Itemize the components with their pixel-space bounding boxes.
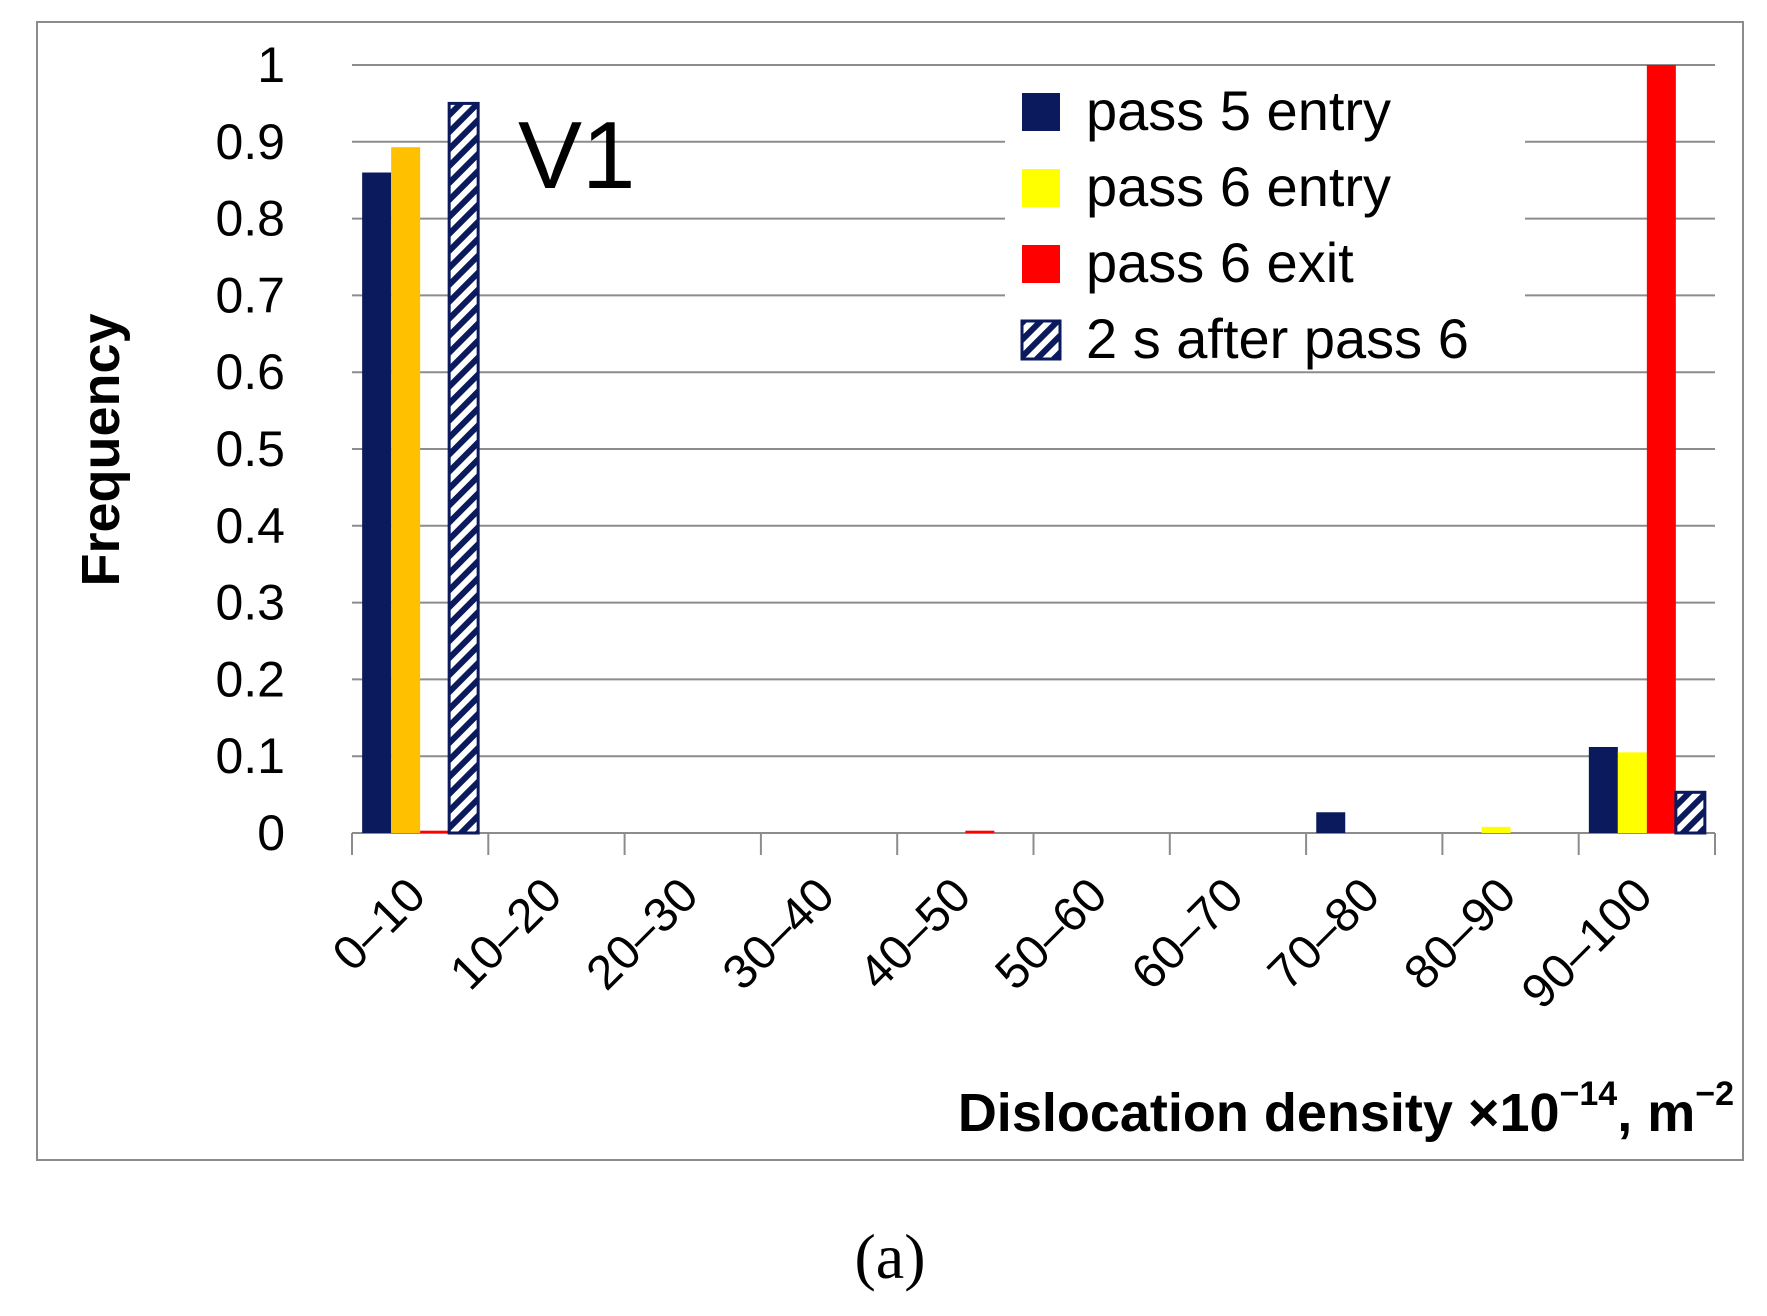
bar	[1481, 826, 1511, 833]
x-tick-label: 40–50	[849, 868, 981, 1000]
legend-swatch	[1022, 245, 1060, 283]
legend: pass 5 entry pass 6 entry pass 6 exit 2 s a…	[1005, 70, 1525, 370]
x-tick-label: 70–80	[1258, 868, 1390, 1000]
legend-swatch	[1020, 319, 1062, 361]
x-axis-title-main: Dislocation density ×10	[958, 1083, 1560, 1143]
x-tick-label: 30–40	[713, 868, 845, 1000]
y-tick-label: 1	[257, 37, 285, 93]
x-tick-label: 20–30	[577, 868, 709, 1000]
x-tick-label: 80–90	[1394, 868, 1526, 1000]
bar	[1316, 812, 1346, 833]
legend-label: 2 s after pass 6	[1086, 307, 1469, 370]
x-axis-title-exponent: −14	[1560, 1075, 1618, 1113]
y-tick-label: 0.6	[215, 344, 285, 400]
y-tick-label: 0.2	[215, 651, 285, 707]
x-axis-title: Dislocation density ×10−14, m−2	[958, 1075, 1734, 1143]
bar	[1588, 746, 1618, 833]
legend-background	[1005, 70, 1525, 370]
legend-swatch	[1022, 93, 1060, 131]
x-axis-title-unit: , m	[1617, 1083, 1695, 1143]
chart-annotation: V1	[518, 102, 635, 209]
x-tick-label: 50–60	[986, 868, 1118, 1000]
legend-label: pass 5 entry	[1086, 79, 1391, 142]
y-tick-label: 0.4	[215, 498, 285, 554]
y-tick-label: 0	[257, 805, 285, 861]
y-tick-label: 0.7	[215, 267, 285, 323]
bar	[391, 147, 421, 833]
y-tick-label: 0.3	[215, 575, 285, 631]
bar	[965, 830, 995, 833]
x-tick-label: 90–100	[1512, 868, 1663, 1019]
bar	[1674, 790, 1707, 835]
legend-label: pass 6 entry	[1086, 155, 1391, 218]
bar	[362, 172, 392, 833]
figure-caption: (a)	[854, 1221, 925, 1292]
bar	[447, 101, 480, 835]
x-tick-label: 60–70	[1122, 868, 1254, 1000]
y-tick-label: 0.1	[215, 728, 285, 784]
bar	[1646, 65, 1676, 833]
y-tick-label: 0.8	[215, 191, 285, 247]
bar	[420, 830, 450, 833]
chart-frame	[36, 21, 1744, 1161]
y-axis-title: Frequency	[71, 313, 131, 586]
bars	[362, 65, 1707, 835]
y-axis: 0 0.1 0.2 0.3 0.4 0.5 0.6 0.7 0.8 0.9 1	[215, 37, 285, 861]
y-tick-label: 0.9	[215, 114, 285, 170]
x-tick-label: 0–10	[323, 868, 436, 981]
x-tick-label: 10–20	[440, 868, 572, 1000]
bar	[1617, 752, 1647, 833]
x-axis-title-unit-exponent: −2	[1695, 1075, 1734, 1113]
legend-swatch	[1022, 169, 1060, 207]
x-axis: 0–10 10–20 20–30 30–40 40–50 50–60 60–70 70–80 8…	[323, 832, 1716, 1019]
legend-label: pass 6 exit	[1086, 231, 1354, 294]
y-tick-label: 0.5	[215, 421, 285, 477]
